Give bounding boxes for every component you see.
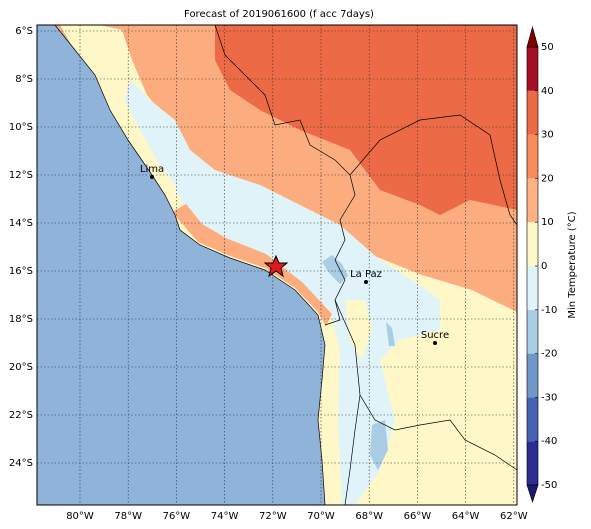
- y-tick-label: 8°S: [15, 74, 33, 85]
- map-frame: [36, 24, 518, 506]
- x-tick-label: 72°W: [259, 511, 287, 522]
- x-tick-label: 78°W: [114, 511, 142, 522]
- y-tick-label: 24°S: [9, 458, 33, 469]
- colorbar-segment: [527, 47, 538, 91]
- colorbar-tick-label: -50: [541, 480, 557, 491]
- y-tick-label: 16°S: [9, 266, 33, 277]
- y-tick-label: 12°S: [9, 170, 33, 181]
- colorbar-tick-label: 30: [541, 130, 554, 141]
- x-tick-label: 76°W: [163, 511, 191, 522]
- colorbar-segment: [527, 353, 538, 398]
- colorbar-tick-label: -30: [541, 392, 557, 403]
- location-star: [263, 254, 289, 278]
- colorbar-segment: [527, 134, 538, 179]
- colorbar-segment: [527, 441, 538, 485]
- colorbar-tick-label: -40: [541, 436, 557, 447]
- colorbar-extend: [526, 484, 539, 503]
- colorbar-tick-label: -20: [541, 349, 557, 360]
- colorbar-tick-label: 10: [541, 217, 554, 228]
- x-tick-label: 68°W: [355, 511, 383, 522]
- zone: [345, 300, 372, 360]
- y-tick-label: 20°S: [9, 362, 33, 373]
- lake: [322, 255, 348, 284]
- x-tick-label: 62°W: [500, 511, 528, 522]
- colorbar-segment: [527, 178, 538, 223]
- salt-flat: [370, 420, 388, 470]
- lake: [386, 322, 395, 346]
- y-tick-label: 18°S: [9, 314, 33, 325]
- colorbar-tick-label: 20: [541, 173, 554, 184]
- colorbar-segment: [527, 222, 538, 266]
- city-label: Sucre: [421, 330, 449, 341]
- colorbar-tick-label: -10: [541, 305, 557, 316]
- colorbar-segment: [527, 266, 538, 310]
- zone: [125, 80, 440, 505]
- x-tick-label: 74°W: [211, 511, 239, 522]
- zone: [172, 204, 332, 326]
- colorbar-tick-label: 0: [541, 261, 547, 272]
- x-tick-label: 66°W: [404, 511, 432, 522]
- colorbar-segment: [527, 397, 538, 442]
- border: [334, 299, 517, 471]
- city-dot: [150, 175, 154, 179]
- coastline: [54, 25, 326, 505]
- x-tick-label: 70°W: [307, 511, 335, 522]
- city-label: Lima: [140, 164, 164, 175]
- ocean: [37, 25, 325, 505]
- zone: [215, 25, 517, 215]
- y-tick-label: 10°S: [9, 122, 33, 133]
- border: [344, 394, 361, 505]
- map: 80°W 78°W 76°W 74°W 72°W 70°W 68°W 66°W 64°W 62°W…: [9, 24, 528, 522]
- colorbar: -50 -40 -30 -20 -10 0 10 20 30 40 50: [526, 25, 557, 503]
- y-tick-label: 14°S: [9, 218, 33, 229]
- colorbar-tick-label: 50: [541, 42, 554, 53]
- border: [349, 114, 517, 226]
- x-tick-label: 80°W: [66, 511, 94, 522]
- city-label: La Paz: [350, 269, 382, 280]
- colorbar-tick-label: 40: [541, 86, 554, 97]
- city-dot: [433, 341, 437, 345]
- city-dot: [364, 280, 368, 284]
- colorbar-extend: [526, 25, 539, 48]
- y-tick-label: 6°S: [15, 26, 33, 37]
- colorbar-segment: [527, 90, 538, 135]
- colorbar-label: Min Temperature (°C): [567, 211, 578, 318]
- title: Forecast of 2019061600 (f acc 7days): [184, 9, 374, 20]
- y-tick-label: 22°S: [9, 410, 33, 421]
- x-tick-label: 64°W: [452, 511, 480, 522]
- colorbar-segment: [527, 309, 538, 354]
